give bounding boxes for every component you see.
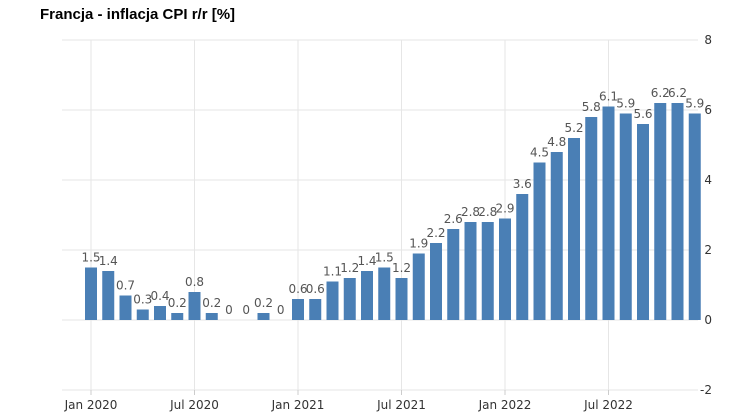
x-tick-label: Jan 2022 [478, 398, 532, 412]
data-label: 1.2 [340, 261, 359, 275]
data-label: 5.8 [582, 100, 601, 114]
bar [343, 278, 356, 320]
bar [326, 281, 339, 320]
bar [430, 243, 442, 320]
y-tick-label: 6 [704, 103, 712, 117]
data-label: 1.4 [357, 254, 376, 268]
data-label: 2.8 [478, 205, 497, 219]
data-label: 2.2 [426, 226, 445, 240]
data-label: 0 [225, 303, 233, 317]
bar [464, 222, 477, 320]
data-label: 6.1 [599, 90, 618, 104]
data-label: 5.6 [633, 107, 652, 121]
bar [481, 222, 494, 320]
data-label: 0 [242, 303, 250, 317]
data-label: 0.6 [306, 282, 325, 296]
bar [102, 271, 115, 320]
y-axis-ticks: 8 6 4 2 0 -2 [700, 33, 712, 397]
data-label: 1.2 [392, 261, 411, 275]
bar [688, 113, 701, 320]
y-tick-label: 8 [704, 33, 712, 47]
data-label: 0.6 [288, 282, 307, 296]
bar [119, 295, 132, 320]
bar [447, 229, 460, 320]
data-label: 2.8 [461, 205, 480, 219]
data-label: 1.5 [375, 251, 394, 265]
data-label: 1.1 [323, 265, 342, 279]
data-label: 5.2 [564, 121, 583, 135]
bar [154, 306, 166, 320]
data-label: 0.2 [168, 296, 187, 310]
bar [205, 313, 218, 320]
bar [585, 117, 598, 320]
data-label: 4.5 [530, 146, 549, 160]
data-label: 0.3 [133, 293, 152, 307]
bar [292, 299, 304, 320]
bar [533, 162, 546, 320]
bar [671, 103, 684, 320]
data-label: 1.4 [99, 254, 118, 268]
y-tick-label: 0 [704, 313, 712, 327]
x-tick-label: Jul 2022 [583, 398, 633, 412]
bar [188, 292, 201, 320]
x-tick-label: Jan 2021 [271, 398, 325, 412]
data-labels: 1.51.40.70.30.40.20.80.2 0 0 0.2 00.60.61.11… [81, 86, 704, 317]
bar [637, 124, 649, 320]
y-tick-label: -2 [700, 383, 712, 397]
data-label: 2.6 [444, 212, 463, 226]
data-label: 3.6 [513, 177, 532, 191]
data-label: 1.5 [81, 251, 100, 265]
data-label: 6.2 [668, 86, 687, 100]
x-tick-label: Jul 2021 [376, 398, 426, 412]
data-label: 0.4 [150, 289, 169, 303]
y-tick-label: 4 [704, 173, 712, 187]
bar [361, 271, 373, 320]
data-label: 0.2 [254, 296, 273, 310]
data-label: 0.2 [202, 296, 221, 310]
bar [602, 106, 615, 320]
bar [309, 299, 322, 320]
bar [412, 253, 425, 320]
data-label: 5.9 [616, 97, 635, 111]
bar [378, 267, 391, 320]
bar [257, 313, 270, 320]
bar [395, 278, 408, 320]
x-tick-label: Jan 2020 [64, 398, 118, 412]
bar [654, 103, 667, 320]
bar [568, 138, 580, 320]
x-tick-label: Jul 2020 [169, 398, 219, 412]
data-label: 0.7 [116, 279, 135, 293]
x-axis-ticks: Jan 2020 Jul 2020 Jan 2021 Jul 2021 Jan 2022… [64, 390, 633, 412]
bar [550, 152, 563, 320]
data-label: 5.9 [685, 97, 704, 111]
data-label: 2.9 [495, 202, 514, 216]
data-label: 0.8 [185, 275, 204, 289]
y-tick-label: 2 [704, 243, 712, 257]
bar [171, 313, 184, 320]
bar [85, 267, 97, 320]
chart-title: Francja - inflacja CPI r/r [%] [40, 6, 236, 23]
bar [499, 218, 511, 320]
bars [85, 103, 701, 320]
data-label: 0 [277, 303, 285, 317]
bar [516, 194, 529, 320]
bar [619, 113, 632, 320]
data-label: 1.9 [409, 237, 428, 251]
bar [136, 309, 149, 320]
data-label: 4.8 [547, 135, 566, 149]
data-label: 6.2 [651, 86, 670, 100]
